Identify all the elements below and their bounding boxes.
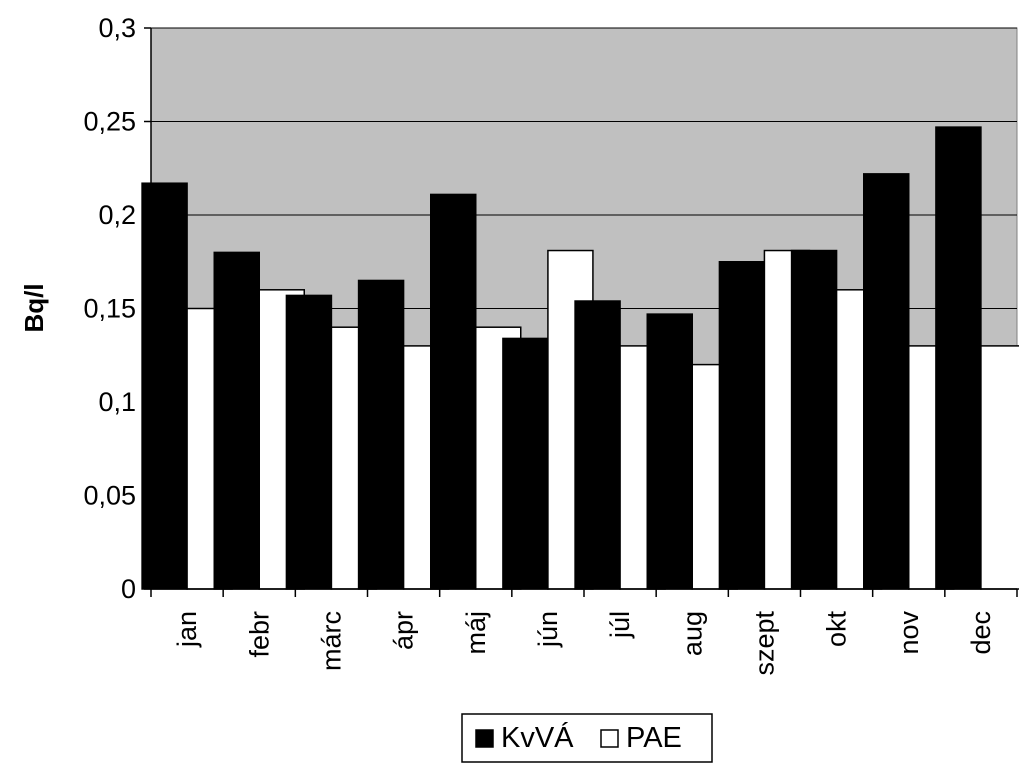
bar-kvva — [502, 337, 549, 590]
axes — [144, 27, 1018, 597]
bar-kvva — [285, 294, 333, 590]
legend-swatch-pae — [600, 729, 619, 748]
y-tick-label: 0,1 — [98, 387, 136, 417]
bar-kvva — [430, 193, 477, 590]
x-tick-label: júl — [605, 611, 635, 639]
x-tick-label: febr — [244, 611, 274, 658]
bars — [141, 126, 1019, 590]
y-tick-labels: 0 0,05 0,1 0,15 0,2 0,25 0,3 — [83, 13, 136, 604]
y-tick-label: 0,3 — [98, 13, 136, 43]
x-tick-labels: jan febr márc ápr máj jún júl aug szept okt nov dec — [172, 611, 996, 676]
legend-label-pae: PAE — [626, 722, 682, 754]
bar-kvva — [646, 313, 693, 590]
bar-kvva — [790, 249, 838, 590]
legend-box — [461, 713, 713, 763]
bar-pae — [980, 345, 1019, 590]
y-tick-label: 0,15 — [83, 294, 136, 324]
x-tick-label: okt — [822, 611, 852, 648]
bar-kvva — [141, 182, 188, 590]
legend-label-kvva: KvVÁ — [501, 721, 574, 754]
x-tick-label: jún — [533, 611, 563, 648]
y-tick-label: 0,2 — [98, 200, 136, 230]
bar-kvva — [863, 173, 910, 590]
bar-kvva — [574, 300, 621, 590]
x-tick-label: márc — [316, 611, 346, 671]
y-axis-label: Bq/l — [19, 283, 49, 332]
bar-kvva — [357, 279, 405, 590]
legend: KvVÁ PAE — [461, 713, 713, 763]
x-tick-label: dec — [966, 611, 996, 655]
y-tick-label: 0,25 — [83, 107, 136, 137]
legend-swatch-kvva — [475, 729, 494, 748]
bar-kvva — [935, 126, 982, 590]
bar-kvva — [213, 251, 260, 590]
bar-kvva — [718, 261, 766, 590]
x-tick-label: nov — [894, 611, 924, 655]
x-tick-label: aug — [677, 611, 707, 656]
y-tick-label: 0 — [121, 574, 136, 604]
x-tick-label: ápr — [389, 611, 419, 650]
x-tick-label: jan — [172, 611, 202, 648]
x-tick-label: szept — [749, 611, 779, 676]
x-tick-label: máj — [461, 611, 491, 655]
y-tick-label: 0,05 — [83, 481, 136, 511]
